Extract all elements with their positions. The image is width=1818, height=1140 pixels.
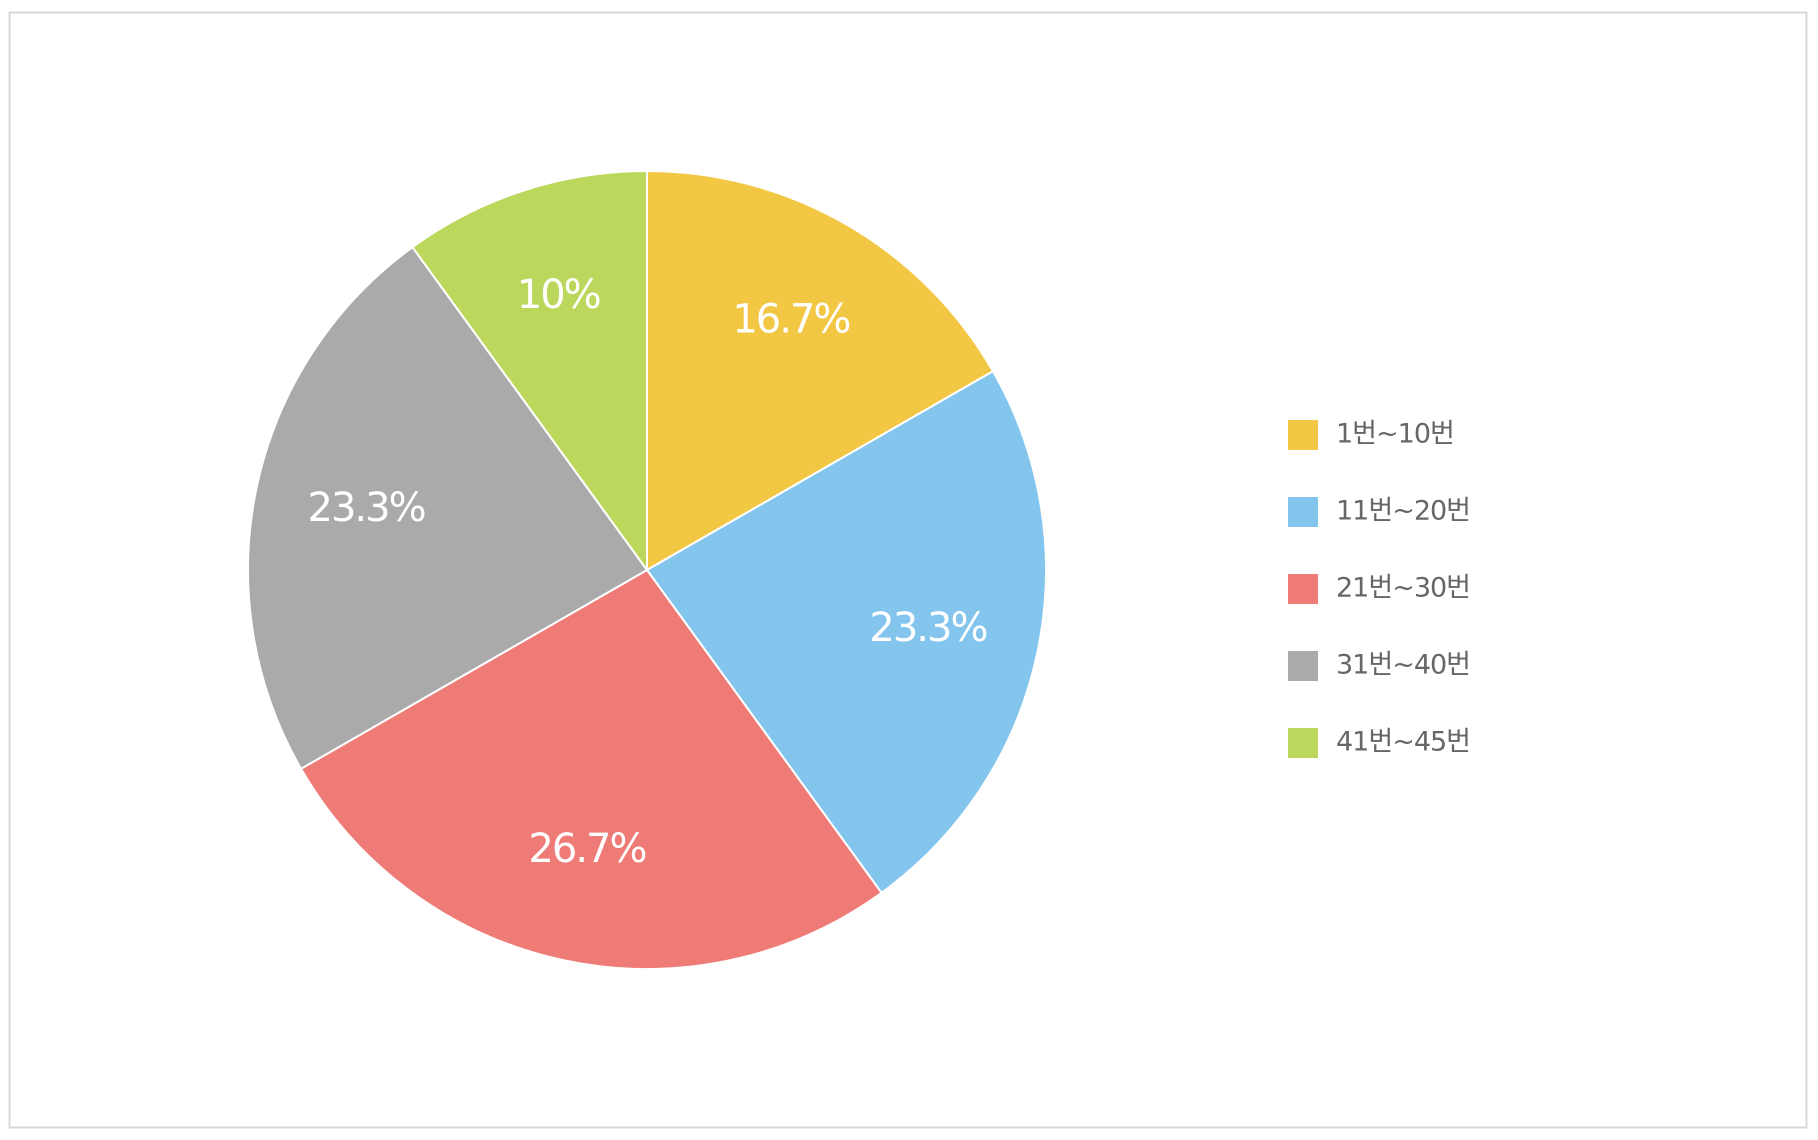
pie-slice [411, 169, 648, 574]
legend-label: 1번~10번 [1336, 419, 1454, 450]
data-label: 23.3% [869, 605, 986, 651]
legend-swatch [1288, 497, 1318, 527]
pie-slice [299, 568, 883, 970]
legend-label: 21번~30번 [1336, 573, 1470, 604]
data-label: 16.7% [732, 296, 849, 342]
data-label: 26.7% [528, 826, 645, 872]
legend-label: 41번~45번 [1336, 727, 1470, 758]
legend-swatch [1288, 574, 1318, 604]
legend-swatch [1288, 728, 1318, 758]
legend-swatch [1288, 651, 1318, 681]
legend-label: 11번~20번 [1336, 496, 1470, 527]
legend-label: 31번~40번 [1336, 650, 1470, 681]
pie-slice [247, 245, 649, 771]
pie-slice [645, 369, 1047, 895]
legend-swatch [1288, 420, 1318, 450]
data-label: 10% [517, 272, 600, 318]
pie-slice [646, 169, 995, 572]
data-label: 23.3% [308, 485, 425, 531]
